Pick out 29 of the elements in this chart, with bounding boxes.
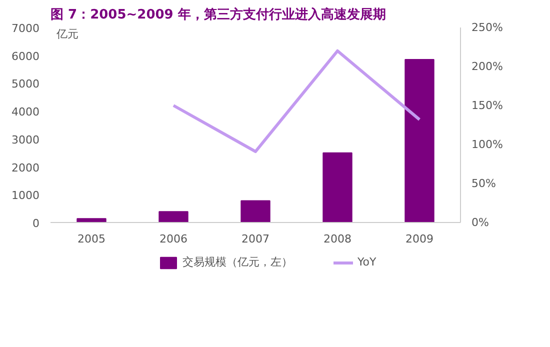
y-tick-label: 0	[32, 217, 40, 230]
y2-tick-label: 150%	[472, 99, 503, 112]
y-tick-label: 4000	[12, 106, 40, 119]
line-series	[172, 49, 421, 154]
bar	[240, 200, 270, 222]
y2-tick-label: 50%	[472, 177, 496, 190]
bar	[404, 59, 434, 222]
x-tick-label: 2009	[406, 232, 434, 246]
y-tick-label: 1000	[12, 189, 40, 202]
y-axis-title: 亿元	[56, 28, 78, 40]
bar	[76, 218, 106, 222]
bar	[322, 152, 352, 222]
legend-label: 交易规模（亿元，左）	[182, 254, 292, 270]
chart-title: 图 7：2005~2009 年，第三方支付行业进入高速发展期	[50, 6, 386, 22]
y2-tick-label: 0%	[472, 216, 489, 229]
x-tick-label: 2005	[78, 232, 106, 246]
y2-tick-label: 250%	[472, 21, 503, 34]
y-tick-label: 5000	[12, 78, 40, 91]
legend-label: YoY	[358, 255, 378, 269]
y-tick-label: 7000	[12, 22, 40, 35]
y-tick-label: 3000	[12, 133, 40, 146]
y2-tick-label: 100%	[472, 138, 503, 151]
y-tick-label: 6000	[12, 50, 40, 63]
bar	[158, 211, 188, 222]
y-tick-label: 2000	[12, 161, 40, 174]
x-tick-label: 2006	[160, 232, 188, 246]
x-tick-label: 2007	[242, 232, 270, 246]
x-tick-label: 2008	[324, 232, 352, 246]
y2-tick-label: 200%	[472, 60, 503, 73]
